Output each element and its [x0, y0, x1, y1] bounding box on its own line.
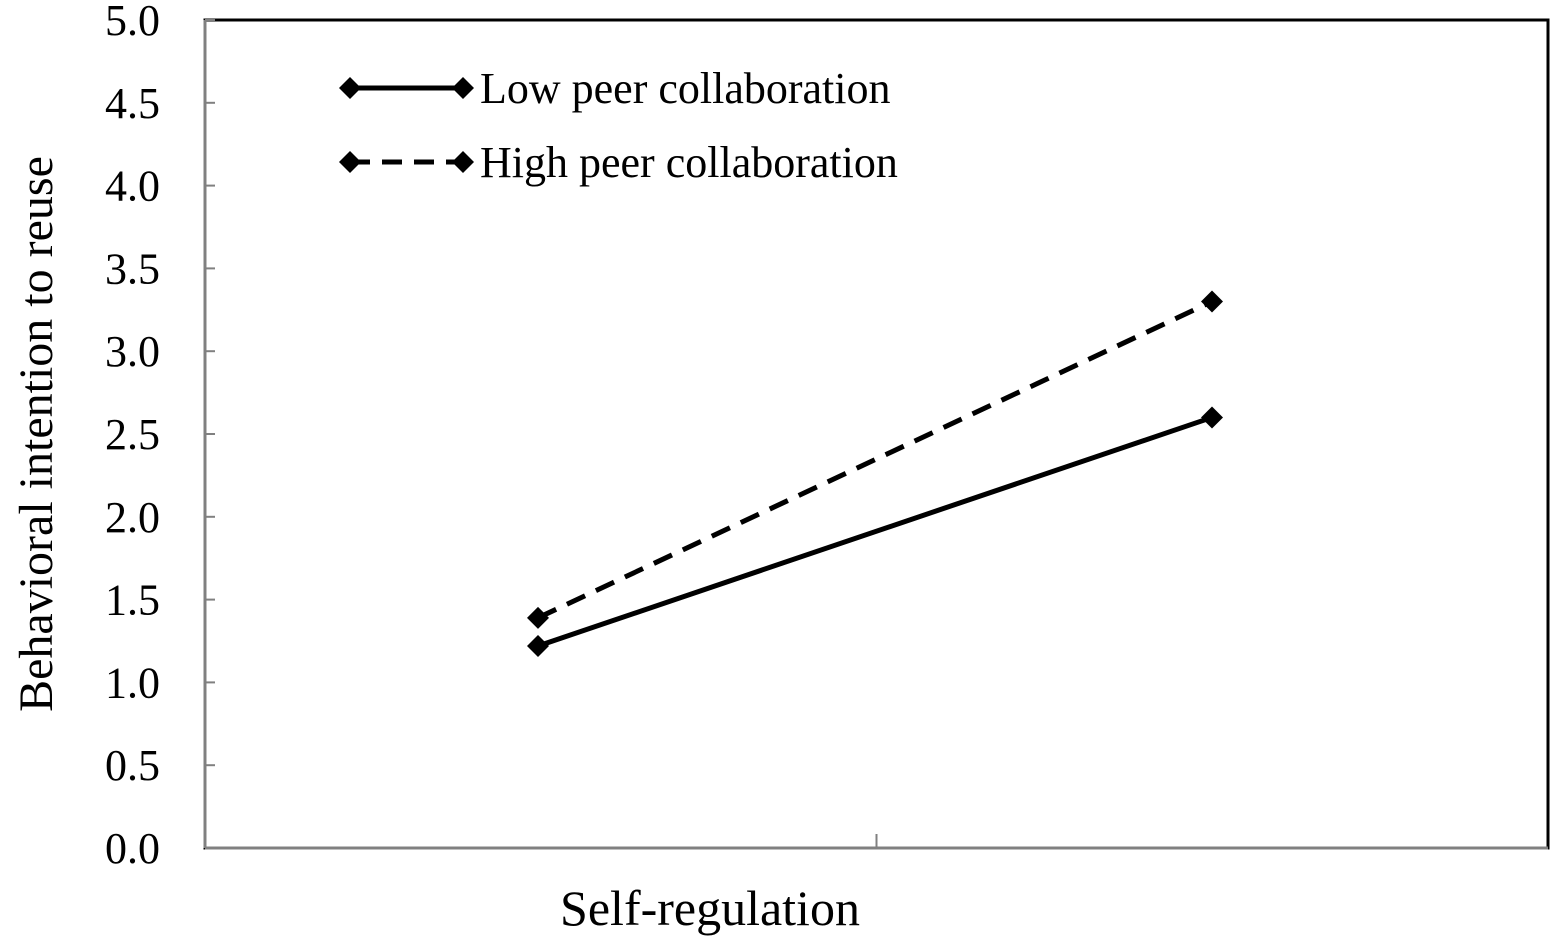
data-point-low-x-high: [1201, 406, 1223, 429]
legend-label-1: High peer collaboration: [480, 138, 898, 187]
y-tick-label: 1.5: [105, 576, 160, 625]
legend-label-0: Low peer collaboration: [480, 64, 891, 113]
x-axis-label: Self-regulation: [560, 880, 860, 936]
legend-marker-start-1: [339, 151, 361, 173]
y-tick-label: 5.0: [105, 0, 160, 45]
legend-marker-end-1: [452, 151, 474, 173]
legend-marker-start-0: [339, 77, 361, 99]
data-point-low-x-low: [527, 634, 549, 657]
y-axis-label: Behavioral intention to reuse: [10, 156, 63, 712]
y-tick-label: 0.0: [105, 824, 160, 873]
series-line-low-peer-collaboration: [537, 415, 1213, 649]
y-tick-label: 4.0: [105, 162, 160, 211]
y-tick-label: 2.0: [105, 493, 160, 542]
legend: Low peer collaboration High peer collabor…: [339, 64, 898, 187]
data-point-high-x-low: [527, 606, 549, 629]
y-tick-label: 3.5: [105, 244, 160, 293]
y-tick-label: 4.5: [105, 79, 160, 128]
series-layer: [527, 290, 1223, 657]
y-tick-label: 3.0: [105, 327, 160, 376]
y-tick-label: 0.5: [105, 741, 160, 790]
y-tick-label: 2.5: [105, 410, 160, 459]
legend-marker-end-0: [452, 77, 474, 99]
series-line-high-peer-collaboration: [536, 299, 1214, 621]
y-axis-ticks: 0.0 0.5 1.0 1.5 2.0 2.5 3.0 3.5 4.0 4.5 5.0: [105, 0, 215, 873]
data-point-high-x-high: [1201, 290, 1223, 313]
y-tick-label: 1.0: [105, 658, 160, 707]
